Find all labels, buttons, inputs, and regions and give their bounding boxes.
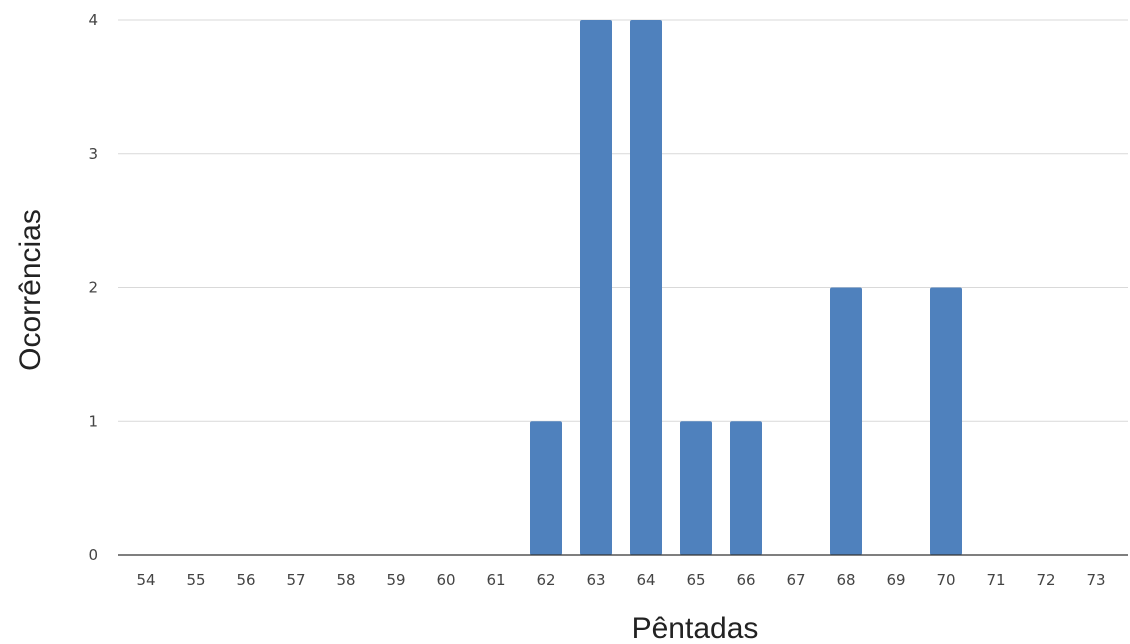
- x-tick-label: 71: [986, 571, 1005, 589]
- x-tick-label: 66: [736, 571, 755, 589]
- x-tick-label: 68: [836, 571, 855, 589]
- x-tick-label: 65: [686, 571, 705, 589]
- x-tick-label: 64: [636, 571, 655, 589]
- axis-labels: Pêntadas Ocorrências: [14, 209, 758, 644]
- x-tick-label: 55: [186, 571, 205, 589]
- x-tick-label: 70: [936, 571, 955, 589]
- gridlines: [118, 19, 1128, 422]
- bars: [530, 20, 962, 555]
- x-tick-label: 73: [1086, 571, 1105, 589]
- x-axis-title: Pêntadas: [632, 612, 759, 644]
- bar: [830, 287, 862, 555]
- x-tick-label: 72: [1036, 571, 1055, 589]
- bar: [530, 421, 562, 555]
- x-tick-label: 58: [336, 571, 355, 589]
- x-tick-label: 59: [386, 571, 405, 589]
- y-tick-label: 0: [88, 546, 98, 564]
- bar: [630, 20, 662, 555]
- x-tick-label: 69: [886, 571, 905, 589]
- x-tick-label: 56: [236, 571, 255, 589]
- x-tick-label: 62: [536, 571, 555, 589]
- x-tick-label: 54: [136, 571, 155, 589]
- bar: [580, 20, 612, 555]
- x-tick-label: 63: [586, 571, 605, 589]
- x-tick-label: 60: [436, 571, 455, 589]
- bar: [730, 421, 762, 555]
- bar: [930, 287, 962, 555]
- axes: 0 1 2 3 4 54 55 56 57 58 59 60 61 62 63 64 65 66 67 68 69 70 7…: [88, 11, 1128, 589]
- y-tick-label: 4: [88, 11, 98, 29]
- bar: [680, 421, 712, 555]
- x-tick-label: 57: [286, 571, 305, 589]
- y-tick-label: 3: [88, 145, 98, 163]
- y-axis-title: Ocorrências: [14, 209, 47, 371]
- y-tick-label: 2: [88, 279, 98, 297]
- y-tick-label: 1: [88, 412, 98, 430]
- x-tick-label: 61: [486, 571, 505, 589]
- x-tick-label: 67: [786, 571, 805, 589]
